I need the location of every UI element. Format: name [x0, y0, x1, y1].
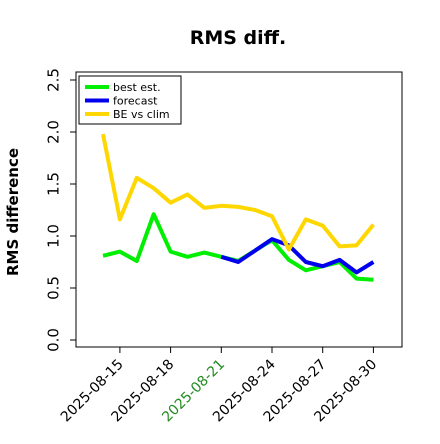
y-axis-label: RMS difference [4, 148, 22, 276]
legend-label: forecast [113, 95, 158, 108]
series-line-forecast [220, 237, 375, 275]
y-tick-label: 1.5 [45, 172, 63, 196]
chart-title: RMS diff. [190, 27, 287, 49]
x-ticks: 2025-08-152025-08-182025-08-212025-08-24… [58, 347, 380, 425]
legend-label: BE vs clim [113, 108, 170, 121]
y-tick-label: 2.0 [45, 120, 63, 144]
series-layer [101, 133, 375, 282]
y-tick-label: 0.0 [45, 328, 63, 352]
series-line-best-est- [102, 212, 374, 282]
series-line-be-vs-clim [101, 133, 375, 252]
plot-frame [75, 71, 403, 348]
y-tick-label: 2.5 [45, 68, 63, 92]
y-ticks: 0.0 0.5 1.0 1.5 2.0 2.5 [45, 68, 76, 352]
y-tick-label: 1.0 [45, 224, 63, 248]
legend-label: best est. [113, 81, 161, 94]
y-tick-label: 0.5 [45, 276, 63, 300]
